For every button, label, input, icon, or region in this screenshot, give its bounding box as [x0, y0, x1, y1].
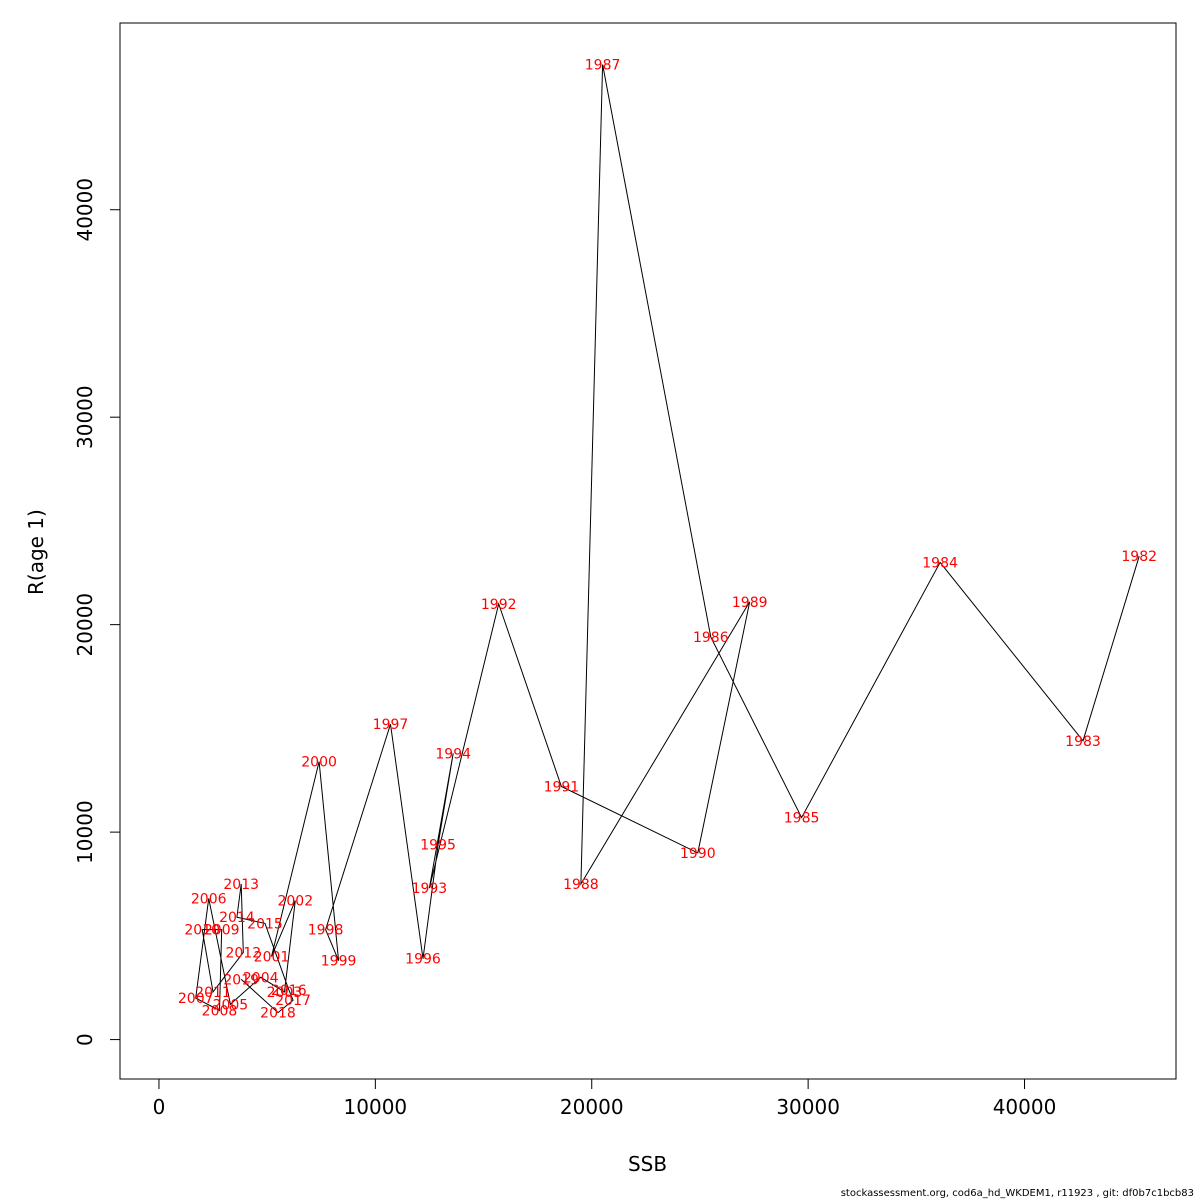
sr-trajectory-line	[195, 64, 1140, 1014]
point-label-1993: 1993	[412, 881, 448, 897]
x-axis-title: SSB	[627, 1152, 668, 1176]
x-tick-label: 40000	[993, 1095, 1057, 1119]
point-label-2000: 2000	[301, 755, 337, 771]
point-label-1988: 1988	[563, 877, 599, 893]
point-label-2008: 2008	[202, 1004, 238, 1020]
y-axis-title: R(age 1)	[24, 509, 48, 595]
point-label-1985: 1985	[784, 811, 820, 827]
point-label-1982: 1982	[1121, 549, 1157, 565]
y-tick-label: 0	[73, 1033, 97, 1046]
point-label-2006: 2006	[191, 892, 227, 908]
point-label-1997: 1997	[373, 717, 409, 733]
point-label-2013: 2013	[223, 877, 259, 893]
point-label-1999: 1999	[321, 954, 357, 970]
point-label-2018: 2018	[260, 1006, 296, 1022]
point-label-2003: 2003	[267, 985, 303, 1001]
point-label-2001: 2001	[254, 950, 290, 966]
x-tick-label: 0	[153, 1095, 166, 1119]
point-label-2010: 2010	[184, 923, 220, 939]
y-axis: 0 10000 20000 30000 40000	[73, 178, 121, 1046]
point-label-1989: 1989	[732, 595, 768, 611]
x-tick-label: 10000	[344, 1095, 408, 1119]
y-tick-label: 40000	[73, 178, 97, 242]
point-label-1986: 1986	[693, 630, 729, 646]
point-label-2005: 2005	[213, 997, 249, 1013]
point-label-2017: 2017	[275, 993, 311, 1009]
point-label-1984: 1984	[922, 555, 958, 571]
point-label-2012: 2012	[225, 945, 261, 961]
y-tick-label: 10000	[73, 800, 97, 864]
series-path	[195, 64, 1140, 1014]
footer-credit: stockassessment.org, cod6a_hd_WKDEM1, r1…	[840, 1188, 1194, 1199]
point-label-1994: 1994	[435, 746, 471, 762]
point-label-2015: 2015	[247, 916, 283, 932]
point-label-1991: 1991	[544, 780, 580, 796]
x-tick-label: 30000	[776, 1095, 840, 1119]
point-label-2004: 2004	[243, 970, 279, 986]
y-tick-label: 20000	[73, 593, 97, 657]
point-label-2016: 2016	[271, 983, 307, 999]
point-label-2019: 2019	[223, 972, 259, 988]
point-label-1983: 1983	[1065, 734, 1101, 750]
point-label-1992: 1992	[481, 597, 517, 613]
point-label-2002: 2002	[277, 894, 313, 910]
point-label-2007: 2007	[178, 991, 214, 1007]
point-labels: 1982 1983 1984 1985 1986 1987 1988 1989 1990 1991…	[178, 58, 1157, 1022]
point-label-1998: 1998	[308, 923, 344, 939]
point-label-1995: 1995	[420, 838, 456, 854]
point-label-1987: 1987	[585, 58, 621, 74]
point-label-1996: 1996	[405, 952, 441, 968]
point-label-1990: 1990	[680, 846, 716, 862]
point-label-2014: 2014	[219, 910, 255, 926]
x-tick-label: 20000	[560, 1095, 624, 1119]
y-tick-label: 30000	[73, 385, 97, 449]
point-label-2009: 2009	[204, 923, 240, 939]
point-label-2011: 2011	[195, 985, 231, 1001]
x-axis: 0 10000 20000 30000 40000	[153, 1078, 1057, 1119]
